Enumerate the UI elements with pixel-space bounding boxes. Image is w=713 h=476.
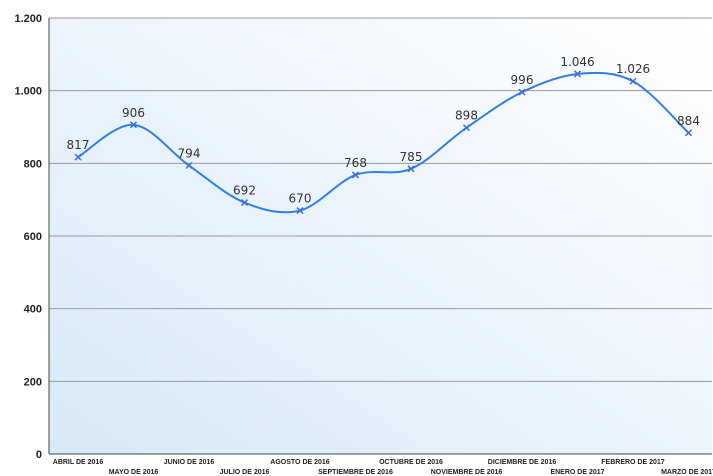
data-label: 996 xyxy=(511,73,534,87)
data-label: 794 xyxy=(178,147,201,161)
data-label: 898 xyxy=(455,109,478,123)
y-tick-label: 600 xyxy=(24,231,42,243)
y-tick-label: 400 xyxy=(24,304,42,316)
data-point-marker xyxy=(684,129,693,137)
x-tick-label: MAYO DE 2016 xyxy=(109,469,159,476)
y-axis-ticks: 0 200 400 600 800 1.000 1.200 xyxy=(14,13,42,461)
x-tick-label: NOVIEMBRE DE 2016 xyxy=(431,469,503,476)
data-labels: 817 906 794 692 670 768 785 898 996 1.046 1.026 884 xyxy=(67,55,700,206)
data-label: 1.026 xyxy=(616,62,650,76)
data-point-marker xyxy=(351,171,360,179)
y-tick-label: 1.000 xyxy=(14,86,42,98)
data-label: 768 xyxy=(344,156,367,170)
x-tick-label: ENERO DE 2017 xyxy=(550,469,604,476)
data-label: 906 xyxy=(122,106,145,120)
data-point-marker xyxy=(296,207,304,215)
data-label: 884 xyxy=(677,114,700,128)
x-tick-label: SEPTIEMBRE DE 2016 xyxy=(318,469,393,476)
y-tick-label: 0 xyxy=(36,449,42,461)
data-markers xyxy=(74,70,693,215)
x-tick-label: ABRIL DE 2016 xyxy=(53,459,104,466)
data-label: 817 xyxy=(67,138,90,152)
data-label: 785 xyxy=(400,150,423,164)
y-tick-label: 200 xyxy=(24,376,42,388)
x-tick-label: JUNIO DE 2016 xyxy=(164,459,215,466)
data-label: 692 xyxy=(233,184,256,198)
data-point-marker xyxy=(629,77,637,85)
x-tick-label: AGOSTO DE 2016 xyxy=(270,459,330,466)
x-tick-label: OCTUBRE DE 2016 xyxy=(379,459,443,466)
x-tick-label: DICIEMBRE DE 2016 xyxy=(488,459,557,466)
series-line xyxy=(77,71,690,214)
data-point-marker xyxy=(462,124,471,132)
data-point-marker xyxy=(129,121,138,129)
data-point-marker xyxy=(240,199,249,207)
gridlines xyxy=(49,17,712,382)
data-point-marker xyxy=(407,165,415,173)
x-tick-label: JULIO DE 2016 xyxy=(220,469,270,476)
x-tick-label: FEBRERO DE 2017 xyxy=(601,459,665,466)
data-label: 1.046 xyxy=(560,55,594,69)
data-point-marker xyxy=(573,70,582,78)
x-tick-label: MARZO DE 2017 xyxy=(661,469,713,476)
y-tick-label: 800 xyxy=(24,158,42,170)
y-tick-label: 1.200 xyxy=(14,13,42,25)
data-point-marker xyxy=(74,153,82,161)
data-label: 670 xyxy=(289,192,312,206)
data-point-marker xyxy=(185,161,193,170)
x-axis-ticks: ABRIL DE 2016 MAYO DE 2016 JUNIO DE 2016 JU… xyxy=(53,459,713,476)
data-point-marker xyxy=(518,88,526,96)
